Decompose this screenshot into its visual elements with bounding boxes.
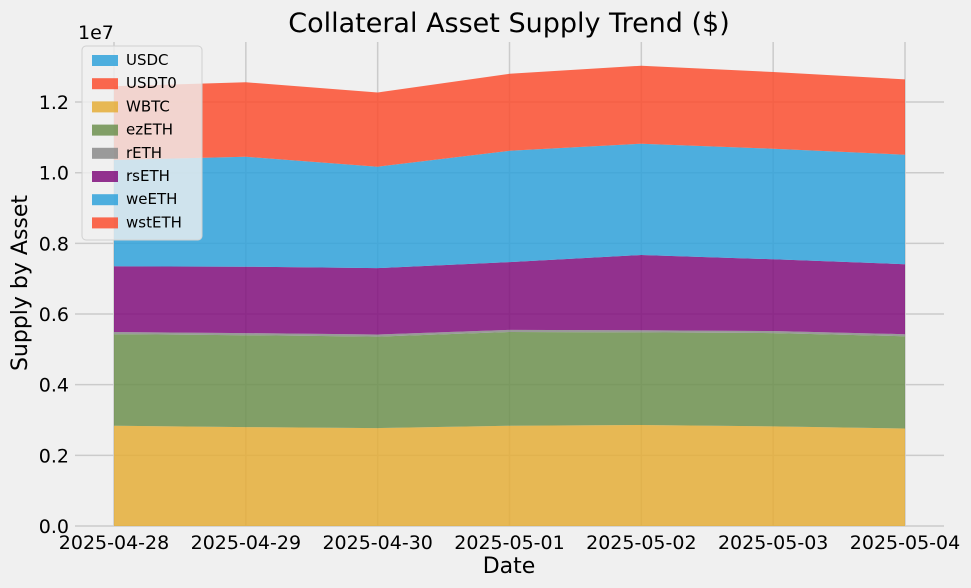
area-rseth [114, 255, 905, 335]
legend-swatch-usdt0 [92, 78, 118, 90]
y-offset-label: 1e7 [78, 22, 114, 44]
area-wbtc [114, 425, 905, 526]
legend-label-wbtc: WBTC [126, 97, 170, 115]
legend-label-ezeth: ezETH [126, 121, 173, 139]
legend-swatch-wbtc [92, 101, 118, 113]
y-tick-label: 1.2 [39, 92, 69, 114]
x-tick-label: 2025-05-01 [454, 532, 564, 554]
area-reth [114, 329, 905, 337]
tick-labels: 2025-04-28 2025-04-29 2025-04-30 2025-05-01… [39, 92, 960, 554]
y-tick-label: 0.6 [39, 304, 69, 326]
y-tick-label: 0.8 [39, 233, 69, 255]
legend-swatch-wsteth [92, 217, 118, 229]
legend: USDC USDT0 WBTC ezETH rETH rsETH weETH wstETH [81, 45, 203, 241]
legend-swatch-ezeth [92, 124, 118, 136]
legend-label-usdt0: USDT0 [126, 74, 177, 92]
legend-label-wsteth: wstETH [126, 213, 182, 231]
legend-swatch-reth [92, 147, 118, 159]
x-tick-label: 2025-04-28 [59, 532, 169, 554]
area-ezeth [114, 332, 905, 429]
x-axis-title: Date [483, 554, 536, 579]
legend-label-weeth: weETH [126, 190, 177, 208]
y-tick-label: 0.4 [39, 375, 69, 397]
y-axis-title: Supply by Asset [8, 195, 33, 371]
area-wsteth [114, 65, 905, 167]
area-series-group [114, 65, 905, 526]
legend-box [81, 45, 203, 241]
legend-swatch-usdc [92, 55, 118, 66]
y-tick-label: 0.2 [39, 445, 69, 467]
legend-label-rseth: rsETH [126, 167, 170, 185]
area-weeth [114, 143, 905, 269]
x-tick-label: 2025-04-29 [191, 532, 301, 554]
x-tick-label: 2025-05-04 [850, 532, 960, 554]
y-tick-label: 1.0 [39, 163, 69, 185]
x-tick-label: 2025-05-02 [586, 532, 696, 554]
y-tick-label: 0.0 [39, 516, 69, 538]
x-tick-label: 2025-05-03 [718, 532, 828, 554]
chart-title: Collateral Asset Supply Trend ($) [288, 8, 730, 39]
legend-swatch-rseth [92, 171, 118, 182]
legend-label-usdc: USDC [126, 51, 169, 69]
legend-swatch-weeth [92, 194, 118, 206]
legend-label-reth: rETH [126, 144, 162, 162]
x-tick-label: 2025-04-30 [322, 532, 432, 554]
